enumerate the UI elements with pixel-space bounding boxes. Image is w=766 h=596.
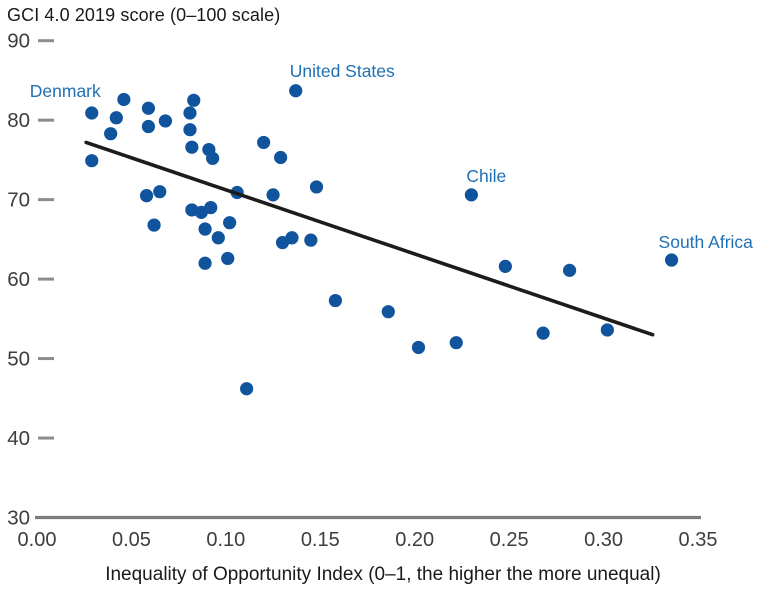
y-tick-label: 30 — [7, 507, 30, 530]
data-point — [223, 216, 237, 230]
data-point — [158, 114, 173, 128]
data-point — [183, 123, 197, 137]
country-label: United States — [290, 61, 395, 81]
data-point — [464, 188, 478, 202]
data-point — [328, 293, 342, 308]
data-point — [104, 127, 118, 141]
data-point — [153, 185, 167, 199]
x-tick-label: 0.00 — [18, 529, 57, 551]
data-point — [266, 188, 280, 202]
data-point — [274, 150, 288, 165]
data-point — [204, 200, 218, 215]
x-tick-label: 0.15 — [301, 529, 340, 551]
data-point — [285, 231, 299, 245]
y-tick-label: 80 — [7, 109, 30, 132]
country-label: South Africa — [659, 232, 754, 252]
data-point — [498, 259, 512, 273]
x-tick-label: 0.20 — [395, 529, 434, 551]
data-point — [109, 111, 123, 125]
y-tick-label: 90 — [7, 30, 30, 53]
data-point — [117, 92, 131, 107]
data-point — [139, 189, 154, 203]
data-point — [600, 323, 614, 337]
data-point — [240, 382, 254, 396]
data-point — [304, 233, 318, 247]
data-point — [257, 135, 271, 150]
trend-line — [84, 140, 655, 337]
x-tick-label: 0.25 — [490, 529, 529, 551]
data-point — [147, 218, 161, 232]
data-point — [664, 253, 679, 267]
data-point — [187, 93, 201, 107]
x-axis-title: Inequality of Opportunity Index (0–1, th… — [105, 564, 661, 585]
country-label: Denmark — [30, 81, 101, 101]
data-point — [562, 263, 577, 277]
x-tick-label: 0.35 — [679, 529, 718, 551]
data-point — [198, 256, 212, 270]
x-tick-label: 0.10 — [206, 529, 245, 551]
x-tick-label: 0.05 — [112, 529, 151, 551]
data-point — [211, 231, 225, 245]
data-point — [289, 84, 303, 98]
data-point — [141, 101, 156, 115]
data-point — [221, 251, 235, 266]
data-point — [411, 340, 426, 355]
x-tick-label: 0.30 — [584, 529, 623, 551]
data-point — [85, 106, 99, 120]
data-point — [185, 140, 199, 154]
chart-title: GCI 4.0 2019 score (0–100 scale) — [7, 5, 281, 25]
data-point — [183, 106, 197, 120]
data-point — [141, 119, 156, 134]
country-label: Chile — [466, 166, 506, 186]
data-point — [85, 154, 99, 168]
y-tick-label: 50 — [7, 348, 30, 371]
data-point — [536, 326, 550, 340]
data-point — [198, 222, 212, 236]
data-point — [309, 180, 324, 194]
data-point — [206, 151, 220, 165]
data-point — [381, 305, 395, 319]
y-tick-label: 70 — [7, 189, 30, 212]
y-tick-label: 60 — [7, 268, 30, 291]
data-point — [449, 336, 463, 350]
y-tick-label: 40 — [7, 427, 30, 450]
